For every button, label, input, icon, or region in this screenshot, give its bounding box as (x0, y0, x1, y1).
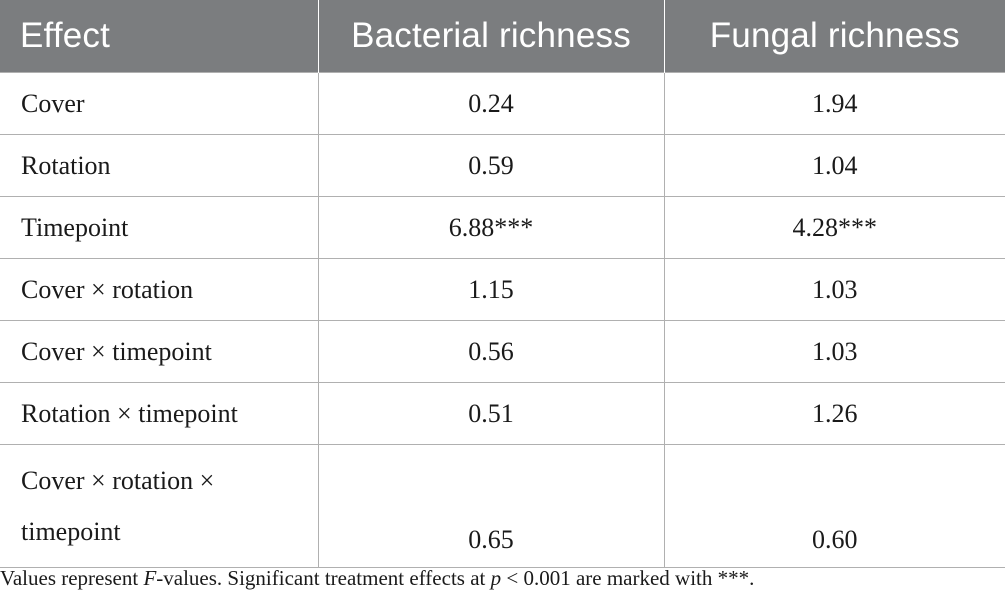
header-row: Effect Bacterial richness Fungal richnes… (0, 0, 1005, 73)
fungal-value-cell: 1.26 (663, 382, 1005, 445)
fungal-value-cell: 1.04 (663, 134, 1005, 197)
effect-cell: Cover × timepoint (0, 320, 319, 383)
table-footnote: Values represent F-values. Significant t… (0, 566, 754, 591)
bacterial-value-cell: 0.59 (317, 134, 665, 197)
effect-cell: Rotation (0, 134, 319, 197)
fungal-value-cell: 4.28*** (663, 196, 1005, 259)
bacterial-value-cell: 0.56 (317, 320, 665, 383)
table-row: Rotation 0.59 1.04 (0, 134, 1005, 197)
header-bacterial-richness: Bacterial richness (318, 0, 665, 73)
effect-cell: Cover × rotation × timepoint (0, 444, 319, 568)
table-row: Cover × rotation × timepoint 0.65 0.60 (0, 444, 1005, 568)
fungal-value-cell: 1.94 (663, 72, 1005, 135)
footnote-f-italic: F (143, 566, 157, 590)
footnote-text-2: -values. Significant treatment effects a… (156, 566, 491, 590)
table-header: Effect Bacterial richness Fungal richnes… (0, 0, 1005, 73)
table-row: Rotation × timepoint 0.51 1.26 (0, 382, 1005, 445)
table-row: Timepoint 6.88*** 4.28*** (0, 196, 1005, 259)
anova-table-container: Effect Bacterial richness Fungal richnes… (0, 0, 1005, 568)
fungal-value-cell: 1.03 (663, 320, 1005, 383)
effect-line-2: timepoint (21, 517, 121, 546)
header-effect: Effect (0, 0, 319, 73)
fungal-value-cell: 0.60 (663, 444, 1005, 568)
effect-cell: Cover (0, 72, 319, 135)
footnote-text-3: < 0.001 are marked with ***. (501, 566, 755, 590)
table-row: Cover 0.24 1.94 (0, 72, 1005, 135)
bacterial-value-cell: 0.65 (317, 444, 665, 568)
footnote-text-1: Values represent (0, 566, 144, 590)
effect-cell: Rotation × timepoint (0, 382, 319, 445)
effect-cell: Timepoint (0, 196, 319, 259)
table-row: Cover × timepoint 0.56 1.03 (0, 320, 1005, 383)
anova-table: Effect Bacterial richness Fungal richnes… (0, 0, 1005, 568)
effect-line-1: Cover × rotation × (21, 466, 215, 495)
effect-cell: Cover × rotation (0, 258, 319, 321)
bacterial-value-cell: 0.51 (317, 382, 665, 445)
bacterial-value-cell: 0.24 (317, 72, 665, 135)
header-fungal-richness: Fungal richness (664, 0, 1005, 73)
table-body: Cover 0.24 1.94 Rotation 0.59 1.04 Timep… (0, 72, 1005, 568)
bacterial-value-cell: 1.15 (317, 258, 665, 321)
fungal-value-cell: 1.03 (663, 258, 1005, 321)
footnote-p-italic: p (490, 566, 502, 590)
bacterial-value-cell: 6.88*** (317, 196, 665, 259)
table-row: Cover × rotation 1.15 1.03 (0, 258, 1005, 321)
